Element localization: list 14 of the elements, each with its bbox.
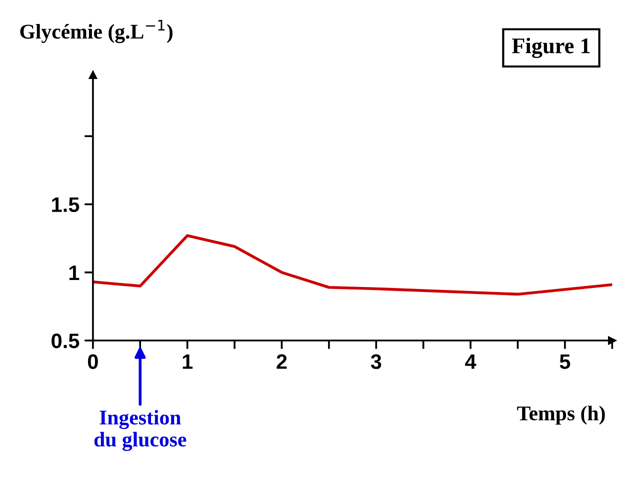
x-axis-title: Temps (h) [517, 406, 605, 425]
chart-title: Figure 1 [512, 38, 590, 58]
y-tick-label: 1.5 [52, 198, 80, 212]
x-tick-label: 1 [182, 354, 193, 369]
line-series [92, 234, 612, 296]
y-tick-label: 1 [69, 266, 80, 280]
x-tick-label: 5 [560, 354, 570, 370]
x-tick-label: 4 [465, 354, 476, 369]
x-tick-label: 2 [276, 354, 287, 369]
x-tick-label: 0 [88, 354, 98, 370]
y-tick-label: 0.5 [52, 334, 80, 348]
text: Ingestion du glucose [94, 410, 186, 451]
y-axis-title: Glycémie (g.L$^{−1}$) [20, 20, 172, 44]
x-tick-label: 3 [370, 354, 382, 370]
